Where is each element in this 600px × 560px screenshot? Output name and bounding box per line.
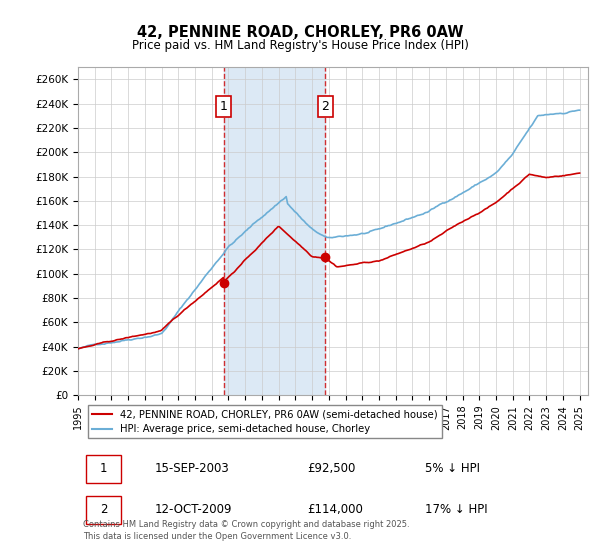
- Text: 2: 2: [322, 100, 329, 113]
- Text: 2: 2: [100, 503, 107, 516]
- Text: 17% ↓ HPI: 17% ↓ HPI: [425, 503, 487, 516]
- Text: 12-OCT-2009: 12-OCT-2009: [155, 503, 232, 516]
- Text: £92,500: £92,500: [308, 463, 356, 475]
- Text: 15-SEP-2003: 15-SEP-2003: [155, 463, 229, 475]
- Text: 1: 1: [100, 463, 107, 475]
- Legend: 42, PENNINE ROAD, CHORLEY, PR6 0AW (semi-detached house), HPI: Average price, se: 42, PENNINE ROAD, CHORLEY, PR6 0AW (semi…: [88, 405, 442, 438]
- Text: Contains HM Land Registry data © Crown copyright and database right 2025.
This d: Contains HM Land Registry data © Crown c…: [83, 520, 410, 542]
- Text: Price paid vs. HM Land Registry's House Price Index (HPI): Price paid vs. HM Land Registry's House …: [131, 39, 469, 52]
- Text: 1: 1: [220, 100, 227, 113]
- FancyBboxPatch shape: [86, 455, 121, 483]
- FancyBboxPatch shape: [86, 496, 121, 524]
- Bar: [224, 67, 325, 395]
- Text: 42, PENNINE ROAD, CHORLEY, PR6 0AW: 42, PENNINE ROAD, CHORLEY, PR6 0AW: [137, 25, 463, 40]
- Text: £114,000: £114,000: [308, 503, 364, 516]
- Text: 5% ↓ HPI: 5% ↓ HPI: [425, 463, 480, 475]
